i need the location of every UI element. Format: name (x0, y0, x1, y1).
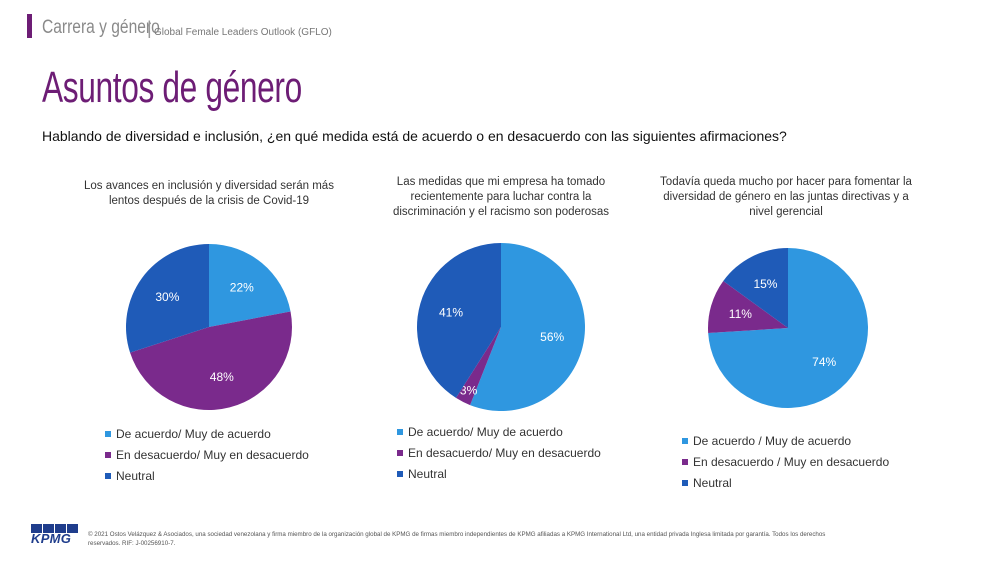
page-title: Asuntos de género (42, 63, 302, 112)
legend-swatch (397, 449, 403, 456)
legend-swatch (682, 458, 688, 465)
legend-label: De acuerdo / Muy de acuerdo (693, 433, 852, 448)
pie-data-label-2-1: 56% (540, 330, 564, 344)
pie-data-label-3-2: 11% (729, 307, 752, 321)
pie-data-label-1-1: 22% (230, 280, 254, 294)
chart-3-legend: De acuerdo / Muy de acuerdo En desacuerdo… (682, 430, 889, 493)
pie-chart-1: 22% 48% 30% (125, 244, 292, 410)
legend-label: En desacuerdo/ Muy en desacuerdo (116, 447, 309, 462)
pie-chart-3: 74% 11% 15% (708, 248, 868, 408)
legend-swatch (682, 479, 688, 486)
legend-label: De acuerdo/ Muy de acuerdo (116, 426, 271, 441)
pie-data-label-3-3: 15% (753, 277, 777, 291)
legend-item: Neutral (105, 465, 309, 486)
legend-label: En desacuerdo / Muy en desacuerdo (693, 454, 890, 469)
legend-swatch (105, 430, 111, 437)
legend-label: Neutral (408, 466, 447, 481)
pie-slice-2-3 (416, 243, 501, 398)
chart-1-title: Los avances en inclusión y diversidad se… (84, 180, 334, 207)
footer-legal-text: © 2021 Ostos Velázquez & Asociados, una … (88, 531, 826, 547)
chart-2-title: Las medidas que mi empresa ha tomado rec… (392, 176, 610, 218)
legend-label: Neutral (693, 475, 732, 490)
pie-data-label-2-3: 41% (439, 305, 463, 319)
legend-item: En desacuerdo/ Muy en desacuerdo (397, 442, 601, 463)
section-separator: | (147, 18, 152, 38)
legend-item: De acuerdo/ Muy de acuerdo (397, 421, 601, 442)
pie-slice-3-3 (723, 248, 788, 328)
pie-data-label-1-2: 48% (210, 370, 234, 384)
accent-bar (27, 14, 32, 38)
section-label: Carrera y género (42, 17, 160, 38)
legend-item: En desacuerdo/ Muy en desacuerdo (105, 444, 309, 465)
pie-slice-3-2 (708, 280, 788, 334)
legend-swatch (397, 470, 403, 477)
legend-swatch (105, 451, 111, 458)
pie-data-label-1-3: 30% (155, 290, 179, 304)
pie-data-label-2-2: 3% (460, 384, 478, 398)
legend-item: De acuerdo / Muy de acuerdo (682, 430, 889, 451)
pie-slice-2-2 (455, 327, 501, 406)
pie-slice-1-1 (209, 244, 291, 327)
chart-3-title: Todavía queda mucho por hacer para fomen… (660, 176, 912, 218)
legend-swatch (397, 428, 403, 435)
legend-item: En desacuerdo / Muy en desacuerdo (682, 451, 889, 472)
kpmg-logo-text: KPMG (31, 531, 72, 546)
legend-item: De acuerdo/ Muy de acuerdo (105, 423, 309, 444)
pie-slice-3-1 (708, 248, 868, 408)
legend-swatch (682, 437, 688, 444)
pie-slice-1-2 (130, 311, 292, 410)
survey-question: Hablando de diversidad e inclusión, ¿en … (42, 128, 787, 144)
pie-slice-1-3 (125, 244, 209, 353)
legend-item: Neutral (682, 472, 889, 493)
pie-slice-2-1 (470, 243, 585, 411)
report-subtitle: Global Female Leaders Outlook (GFLO) (154, 27, 332, 38)
legend-item: Neutral (397, 463, 601, 484)
kpmg-logo-boxes (31, 524, 81, 533)
pie-chart-2: 56% 3% 41% (416, 243, 585, 411)
pie-data-label-3-1: 74% (812, 355, 836, 369)
legend-label: Neutral (116, 468, 155, 483)
legend-label: De acuerdo/ Muy de acuerdo (408, 424, 563, 439)
kpmg-logo: KPMG (31, 524, 81, 546)
chart-2-legend: De acuerdo/ Muy de acuerdo En desacuerdo/… (397, 421, 601, 484)
legend-label: En desacuerdo/ Muy en desacuerdo (408, 445, 601, 460)
chart-1-legend: De acuerdo/ Muy de acuerdo En desacuerdo/… (105, 423, 309, 486)
legend-swatch (105, 472, 111, 479)
